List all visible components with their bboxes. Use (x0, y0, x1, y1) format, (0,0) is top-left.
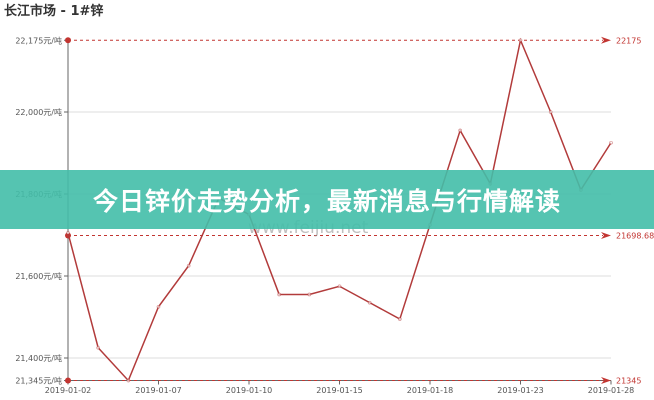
data-point (518, 38, 523, 43)
y-tick-label: 21,400元/吨 (15, 353, 62, 363)
x-tick-label: 2019-01-07 (135, 386, 182, 395)
data-point (337, 284, 342, 289)
mark-line-arrow (601, 377, 611, 385)
y-tick-label: 21,345元/吨 (15, 376, 62, 386)
x-tick-label: 2019-01-02 (45, 386, 92, 395)
data-point (367, 300, 372, 305)
headline-banner: 今日锌价走势分析，最新消息与行情解读 (0, 170, 654, 229)
mark-line-label: 22175 (616, 36, 641, 45)
y-tick-label: 22,175元/吨 (15, 35, 62, 45)
data-point (126, 378, 131, 383)
x-tick-label: 2019-01-23 (497, 386, 544, 395)
data-point (398, 317, 402, 321)
data-point (186, 263, 191, 268)
x-tick-label: 2019-01-10 (226, 386, 273, 395)
y-tick-label: 22,000元/吨 (15, 107, 62, 117)
mark-line-start-dot (65, 37, 71, 44)
mark-line-start-dot (65, 377, 71, 384)
data-point (609, 140, 613, 145)
data-point (96, 345, 100, 350)
mark-line-arrow (601, 36, 611, 44)
data-point (277, 292, 281, 297)
data-point (66, 231, 70, 235)
data-point (548, 110, 553, 114)
headline-text: 今日锌价走势分析，最新消息与行情解读 (92, 186, 561, 216)
chart-title: 长江市场 - 1#锌 (4, 4, 104, 19)
mark-line-label: 21698.68 (616, 232, 654, 241)
mark-line-label: 21345 (616, 377, 641, 386)
x-tick-label: 2019-01-18 (407, 386, 454, 395)
x-tick-label: 2019-01-15 (316, 386, 363, 395)
x-tick-label: 2019-01-28 (588, 386, 635, 395)
y-tick-label: 21,600元/吨 (15, 271, 62, 281)
data-point (156, 304, 161, 309)
data-point (458, 128, 462, 133)
mark-line-arrow (601, 232, 611, 240)
data-point (307, 292, 312, 297)
